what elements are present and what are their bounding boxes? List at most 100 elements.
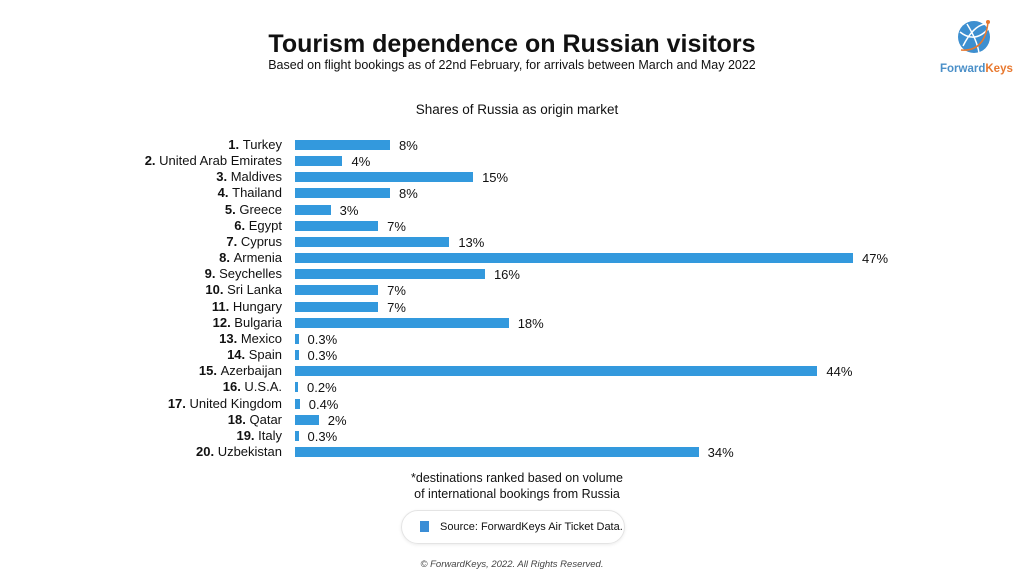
country-name: Armenia: [233, 250, 282, 266]
bar: [295, 253, 853, 264]
value-label: 3%: [339, 202, 359, 218]
rank-label: 1.: [228, 137, 243, 152]
country-name: Hungary: [232, 298, 282, 314]
rank-label: 15.: [198, 363, 221, 379]
category-label: 8. Armenia: [219, 250, 282, 266]
country-name: Cyprus: [240, 233, 282, 249]
category-label: 1. Turkey: [228, 137, 282, 153]
bar: [295, 285, 379, 296]
country-name: Italy: [258, 427, 282, 443]
bar: [295, 398, 300, 409]
value-label: 13%: [458, 234, 485, 250]
bar: [295, 172, 474, 183]
source-badge: Source: ForwardKeys Air Ticket Data.: [401, 510, 625, 544]
bar: [295, 301, 379, 312]
value-label: 7%: [387, 299, 406, 315]
rank-label: 11.: [211, 298, 233, 314]
rank-label: 14.: [227, 347, 249, 363]
category-label: 4. Thailand: [218, 185, 282, 201]
footnote-line-2: of international bookings from Russia: [414, 487, 620, 501]
country-name: Qatar: [249, 411, 282, 427]
value-label: 0.3%: [307, 331, 338, 347]
value-label: 18%: [517, 315, 544, 331]
bar: [295, 382, 298, 393]
category-label: 20. Uzbekistan: [196, 444, 282, 460]
bar: [295, 350, 299, 361]
category-label: 15. Azerbaijan: [199, 363, 282, 379]
value-label: 7%: [387, 283, 406, 299]
category-label: 7. Cyprus: [226, 234, 282, 250]
value-label: 4%: [351, 154, 371, 170]
category-label: 11. Hungary: [212, 299, 282, 315]
value-label: 44%: [826, 364, 853, 380]
bar: [295, 236, 450, 247]
value-label: 0.2%: [307, 380, 337, 396]
source-text: Source: ForwardKeys Air Ticket Data.: [440, 521, 623, 533]
value-label: 8%: [398, 186, 418, 202]
value-label: 7%: [387, 218, 406, 234]
bar: [295, 204, 331, 215]
category-label: 12. Bulgaria: [213, 315, 282, 331]
chart-title: Tourism dependence on Russian visitors: [268, 30, 756, 58]
rank-label: 6.: [234, 217, 249, 233]
rank-label: 12.: [212, 314, 235, 330]
value-label: 8%: [398, 138, 418, 153]
value-label: 0.3%: [307, 348, 338, 364]
country-name: Mexico: [240, 330, 282, 346]
category-label: 14. Spain: [227, 347, 282, 363]
country-name: United Kingdom: [189, 395, 283, 411]
value-label: 0.4%: [308, 396, 339, 412]
chart-axis-title: Shares of Russia as origin market: [415, 102, 619, 117]
bar: [295, 317, 509, 328]
bar: [295, 188, 390, 199]
country-name: U.S.A.: [244, 379, 282, 395]
globe-icon: [958, 20, 990, 54]
document-search-icon: [420, 521, 429, 532]
category-label: 3. Maldives: [216, 169, 282, 185]
rank-label: 4.: [217, 185, 233, 201]
category-label: 2. United Arab Emirates: [145, 153, 282, 169]
bar: [295, 220, 379, 231]
country-name: Uzbekistan: [217, 444, 282, 460]
rank-label: 16.: [222, 379, 245, 395]
value-label: 34%: [707, 445, 734, 461]
category-label: 13. Mexico: [219, 331, 282, 347]
rank-label: 20.: [196, 444, 218, 460]
rank-label: 13.: [219, 330, 241, 346]
bar: [295, 366, 818, 377]
value-label: 2%: [327, 412, 347, 428]
rank-label: 3.: [216, 169, 231, 185]
country-name: Maldives: [230, 169, 282, 185]
country-name: Seychelles: [219, 266, 282, 282]
value-label: 15%: [482, 170, 509, 186]
rank-label: 8.: [219, 250, 234, 266]
footnote: *destinations ranked based on volume of …: [0, 470, 1024, 502]
footnote-line-1: *destinations ranked based on volume: [411, 471, 623, 485]
bar: [295, 430, 299, 441]
rank-label: 5.: [224, 201, 240, 217]
category-label: 17. United Kingdom: [168, 396, 282, 412]
rank-label: 10.: [205, 282, 228, 298]
value-label: 0.3%: [307, 428, 338, 444]
country-name: Azerbaijan: [220, 363, 282, 379]
chart-subtitle: Based on flight bookings as of 22nd Febr…: [268, 58, 756, 72]
category-label: 19. Italy: [236, 428, 282, 444]
country-name: Greece: [239, 201, 282, 217]
bar: [295, 156, 343, 167]
category-label: 16. U.S.A.: [223, 379, 282, 395]
category-label: 6. Egypt: [234, 218, 282, 234]
rank-label: 2.: [144, 153, 160, 169]
rank-label: 9.: [204, 266, 220, 282]
country-name: United Arab Emirates: [159, 153, 282, 169]
category-label: 10. Sri Lanka: [205, 282, 282, 298]
category-label: 9. Seychelles: [205, 266, 282, 282]
rank-label: 17.: [167, 395, 190, 411]
copyright: © ForwardKeys, 2022. All Rights Reserved…: [420, 559, 604, 570]
category-label: 5. Greece: [225, 202, 282, 218]
bar: [295, 333, 299, 344]
value-label: 47%: [862, 251, 889, 267]
bar: [295, 269, 485, 280]
country-name: Egypt: [248, 217, 282, 233]
country-name: Bulgaria: [234, 314, 282, 330]
bar: [295, 447, 699, 458]
